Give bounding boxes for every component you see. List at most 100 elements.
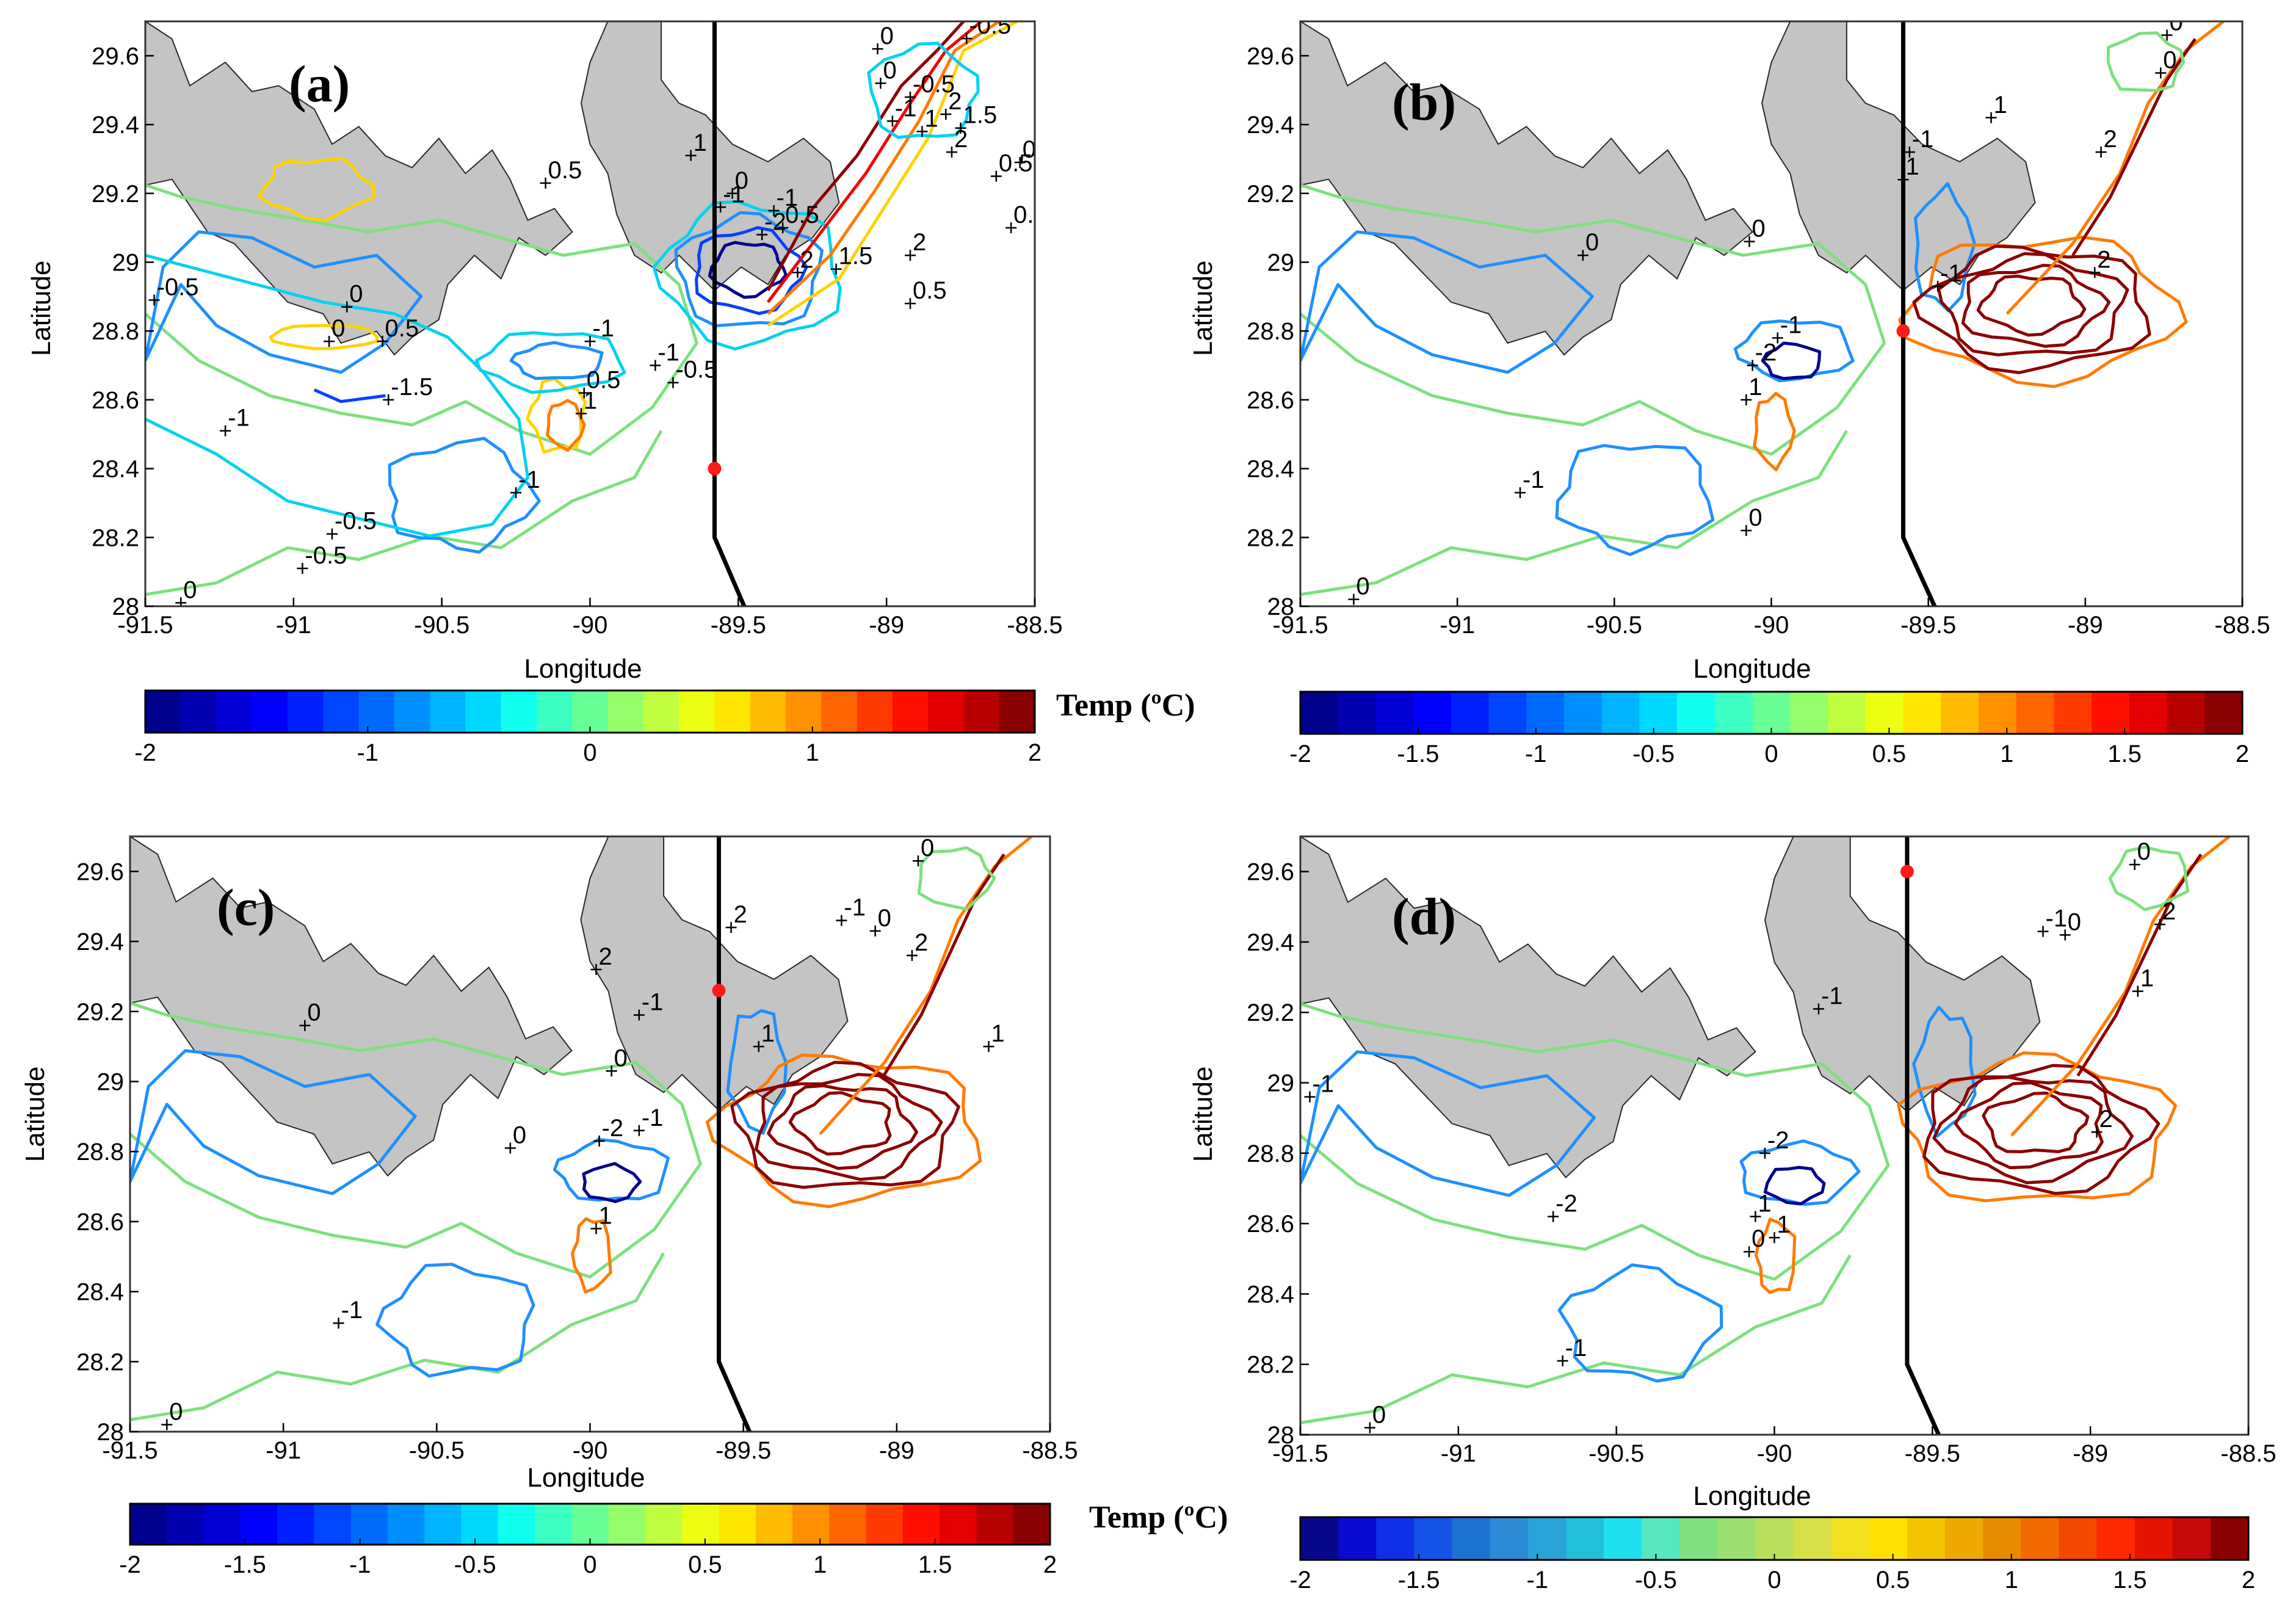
contour-line xyxy=(1912,244,2151,374)
colorbar-swatch xyxy=(1300,1517,1339,1560)
contour-label-marker xyxy=(886,115,898,127)
contour-label: 1.5 xyxy=(839,243,873,270)
contour-label-marker xyxy=(341,301,353,313)
contour-line xyxy=(767,21,1018,327)
colorbar-tick-label: -1.5 xyxy=(224,1551,266,1578)
landmass xyxy=(130,836,573,1177)
contour-label-marker xyxy=(1548,1211,1559,1222)
panel-d-xlabel: Longitude xyxy=(1693,1481,1811,1511)
contour-label: 1 xyxy=(924,105,938,132)
contour-line xyxy=(1733,319,1855,383)
contour-label: 0 xyxy=(883,57,896,84)
colorbar-tick-label: -2 xyxy=(134,739,156,766)
contour-label: 0 xyxy=(1372,1401,1386,1428)
contour-label-marker xyxy=(504,1142,516,1154)
colorbar-swatch xyxy=(857,691,893,733)
contour-label: 0 xyxy=(513,1122,526,1148)
contour-line xyxy=(883,853,1005,1076)
contour-line xyxy=(388,437,541,554)
y-tick-label: 29.2 xyxy=(1247,181,1294,208)
contour-label: -1 xyxy=(341,1297,363,1324)
x-tick-label: -90 xyxy=(1757,1440,1792,1467)
landmass xyxy=(145,21,573,356)
contour-label-marker xyxy=(1304,1091,1316,1103)
colorbar-swatch xyxy=(643,691,679,733)
colorbar-swatch xyxy=(1717,1517,1756,1560)
panel-a-label: (a) xyxy=(289,54,350,113)
colorbar-swatch xyxy=(1639,692,1678,734)
contour-label: 0 xyxy=(349,281,363,308)
y-tick-label: 29 xyxy=(1267,249,1295,276)
contour-label-marker xyxy=(726,187,738,199)
contour-label-marker xyxy=(1744,236,1755,247)
colorbar-tick-label: 0 xyxy=(1767,1567,1781,1593)
contour-line xyxy=(726,1009,788,1135)
colorbar-swatch xyxy=(430,691,466,733)
colorbar-swatch xyxy=(608,1504,646,1545)
contour-label-marker xyxy=(905,91,916,103)
y-tick-label: 28.2 xyxy=(1247,524,1294,551)
colorbar-swatch xyxy=(1907,1517,1946,1560)
contour-label: 0.5 xyxy=(999,150,1033,177)
contour-label: 0 xyxy=(1585,229,1599,256)
contour-label-marker xyxy=(540,177,551,189)
colorbar-swatch xyxy=(465,691,502,733)
colorbar-swatch xyxy=(719,1504,756,1545)
contour-line xyxy=(1932,1075,2134,1184)
contour-label: -2 xyxy=(602,1115,624,1142)
colorbar-swatch xyxy=(750,691,786,733)
y-tick-label: 29.4 xyxy=(92,112,139,139)
colorbar-swatch xyxy=(203,1504,241,1545)
contour-label: 0 xyxy=(2170,9,2183,36)
y-tick-label: 28.8 xyxy=(1247,1140,1294,1167)
contour-label-marker xyxy=(916,126,928,137)
contour-label: 1 xyxy=(1906,153,1919,180)
colorbar-tick-label: 1 xyxy=(813,1551,827,1578)
contour-label: 0 xyxy=(1023,136,1036,163)
contour-label-marker xyxy=(377,336,388,347)
contour-label-marker xyxy=(590,1223,602,1234)
colorbar-tick-label: -1 xyxy=(357,739,379,766)
y-tick-label: 29.2 xyxy=(1247,999,1294,1026)
hurricane-eye-marker xyxy=(1896,324,1910,338)
colorbar-tick-label: -0.5 xyxy=(1635,1567,1677,1593)
contour-label-marker xyxy=(510,487,522,499)
contour-line xyxy=(2106,31,2186,92)
x-tick-label: -90 xyxy=(573,1437,608,1464)
contour-label-marker xyxy=(650,360,661,371)
contour-label-marker xyxy=(1577,250,1588,261)
colorbar-tick-label: -1 xyxy=(1525,741,1547,767)
colorbar-tick-label: -1 xyxy=(1526,1567,1548,1593)
hurricane-track xyxy=(1901,21,1937,606)
x-tick-label: -91 xyxy=(266,1437,301,1464)
contour-label-marker xyxy=(1750,1211,1761,1222)
colorbar-swatch xyxy=(535,1504,572,1545)
colorbar-swatch xyxy=(1945,1517,1983,1560)
contour-line xyxy=(730,1060,960,1189)
colorbar-swatch xyxy=(2092,692,2130,734)
panel-a-map: 0-0.5-0.5-1-1-1.5000.5-0.50.5-10.51-1-0.… xyxy=(92,20,1063,639)
contour-label: -0.5 xyxy=(913,71,955,98)
colorbar-swatch xyxy=(679,691,715,733)
panel-b-xlabel: Longitude xyxy=(1693,654,1811,684)
contour-line xyxy=(1300,1254,1852,1424)
colorbar-swatch xyxy=(1714,692,1753,734)
colorbar-swatch xyxy=(2167,692,2205,734)
contour-line xyxy=(1954,1081,2104,1170)
contour-line xyxy=(269,324,379,350)
y-tick-label: 28.4 xyxy=(1247,1281,1294,1308)
x-tick-label: -91.5 xyxy=(1272,1440,1328,1467)
x-tick-label: -89.5 xyxy=(715,1437,771,1464)
contour-label: 0 xyxy=(878,905,891,932)
y-tick-label: 29 xyxy=(112,249,140,276)
y-tick-label: 28.4 xyxy=(1247,456,1294,483)
colorbar-swatch xyxy=(216,691,253,733)
colorbar-swatch xyxy=(1790,692,1828,734)
colorbar-swatch xyxy=(571,1504,609,1545)
contour-label: 0 xyxy=(614,1045,628,1071)
colorbar-swatch xyxy=(1828,692,1866,734)
x-tick-label: -90.5 xyxy=(1587,612,1642,639)
contour-label: 1 xyxy=(694,129,707,156)
colorbar-swatch xyxy=(2096,1517,2135,1560)
